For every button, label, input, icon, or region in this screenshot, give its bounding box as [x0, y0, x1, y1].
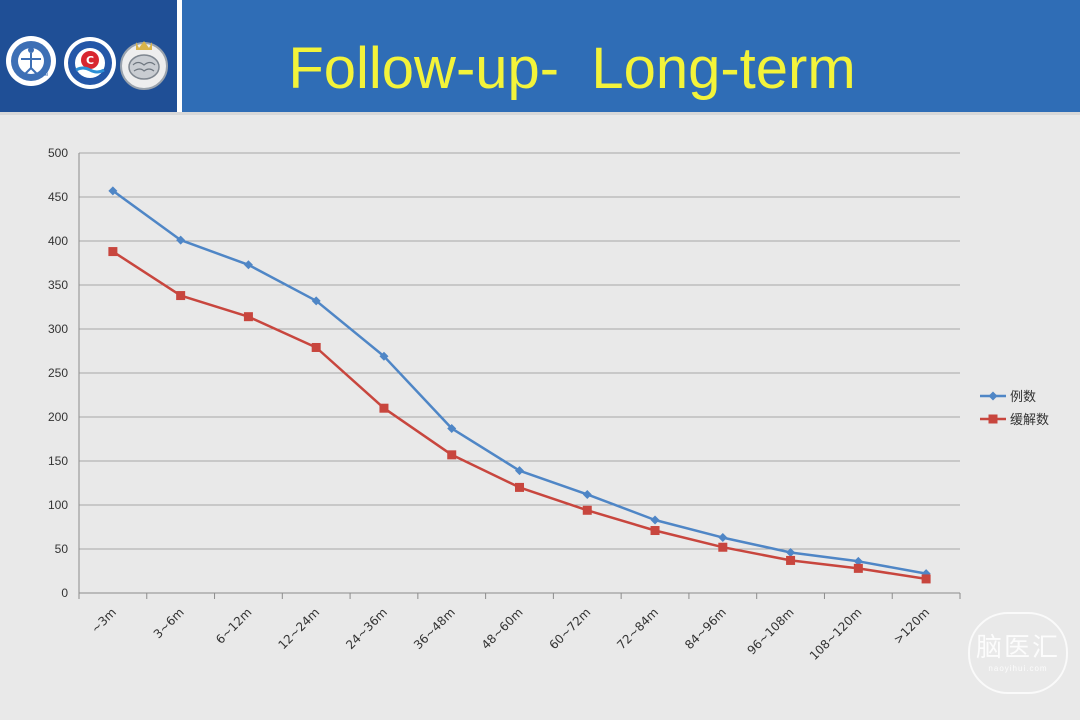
- x-tick-label: 12~24m: [275, 605, 322, 652]
- university-emblem-text: 福: [41, 68, 48, 77]
- data-point: [786, 555, 796, 565]
- line-chart: 0 50 100 150 200 250 300 350 400 450 500 ~3m 3~6m 6~1…: [0, 115, 1080, 720]
- series-1: [108, 186, 931, 579]
- x-tick-label: 72~84m: [614, 605, 661, 652]
- data-point: [853, 556, 863, 566]
- y-tick-label: 200: [48, 410, 68, 424]
- data-point: [786, 548, 796, 558]
- x-tick-label: 36~48m: [411, 605, 458, 652]
- data-point: [176, 235, 186, 245]
- x-tick-label: 48~60m: [479, 605, 526, 652]
- legend-label: 例数: [1010, 390, 1036, 405]
- series-line-2: [112, 250, 927, 581]
- x-tick-label: 6~12m: [213, 605, 254, 646]
- series-line-1: [112, 189, 927, 575]
- y-tick-label: 50: [55, 542, 69, 556]
- y-tick-label: 100: [48, 498, 68, 512]
- slide-title: Follow-up- Long-term: [288, 36, 856, 101]
- gridlines: 0 50 100 150 200 250 300 350 400 450 500: [48, 146, 960, 600]
- brain-emblem-icon: [118, 36, 170, 90]
- y-tick-label: 350: [48, 278, 68, 292]
- x-tick-label: 84~96m: [682, 605, 729, 652]
- data-point: [108, 247, 118, 257]
- data-point: [108, 186, 118, 196]
- data-point: [515, 482, 524, 492]
- x-tick-label: ~3m: [88, 605, 119, 636]
- data-point: [921, 574, 931, 584]
- data-point: [311, 342, 321, 352]
- data-point: [447, 450, 457, 460]
- data-point: [582, 489, 592, 499]
- slide-header: 福 C Follow-up- Long-term: [0, 0, 1080, 114]
- data-point: [176, 291, 186, 301]
- data-point: [718, 533, 728, 543]
- x-tick-label: 108~120m: [807, 605, 865, 663]
- society-emblem-text: C: [86, 54, 94, 67]
- x-tick-label: >120m: [891, 605, 932, 646]
- x-tick-label: 3~6m: [151, 605, 187, 641]
- header-divider: [0, 112, 1080, 115]
- y-tick-label: 150: [48, 454, 68, 468]
- y-tick-label: 450: [48, 190, 68, 204]
- legend-label: 缓解数: [1010, 413, 1049, 428]
- data-point: [650, 526, 660, 536]
- data-point: [243, 260, 253, 270]
- data-point: [243, 312, 253, 322]
- y-tick-label: 400: [48, 234, 68, 248]
- watermark-subtext: naoyihui.com: [988, 664, 1048, 673]
- y-tick-label: 500: [48, 146, 68, 160]
- legend-marker: [988, 391, 998, 401]
- data-point: [515, 466, 524, 476]
- data-point: [379, 351, 389, 361]
- y-tick-label: 300: [48, 322, 68, 336]
- y-tick-label: 0: [61, 586, 68, 600]
- data-point: [718, 542, 728, 552]
- data-point: [447, 423, 457, 433]
- x-axis: ~3m 3~6m 6~12m 12~24m 24~36m 36~48m 48~60m 60~7…: [78, 593, 961, 663]
- y-tick-label: 250: [48, 366, 68, 380]
- data-point: [311, 296, 321, 306]
- data-point: [853, 563, 863, 573]
- x-tick-label: 96~108m: [744, 605, 796, 657]
- data-point: [582, 505, 592, 515]
- legend-marker: [988, 414, 998, 424]
- data-point: [650, 515, 660, 525]
- x-tick-label: 60~72m: [547, 605, 594, 652]
- x-tick-label: 24~36m: [343, 605, 390, 652]
- watermark-logo: 脑医汇 naoyihui.com: [968, 612, 1068, 694]
- series-2: [108, 247, 931, 584]
- chart-canvas: 0 50 100 150 200 250 300 350 400 450 500 ~3m 3~6m 6~1…: [48, 146, 1049, 663]
- data-point: [379, 403, 389, 413]
- society-emblem-icon: C: [63, 36, 117, 90]
- university-emblem-icon: 福: [5, 35, 57, 87]
- watermark-text: 脑医汇: [975, 633, 1060, 663]
- logo-panel: 福 C: [0, 0, 182, 114]
